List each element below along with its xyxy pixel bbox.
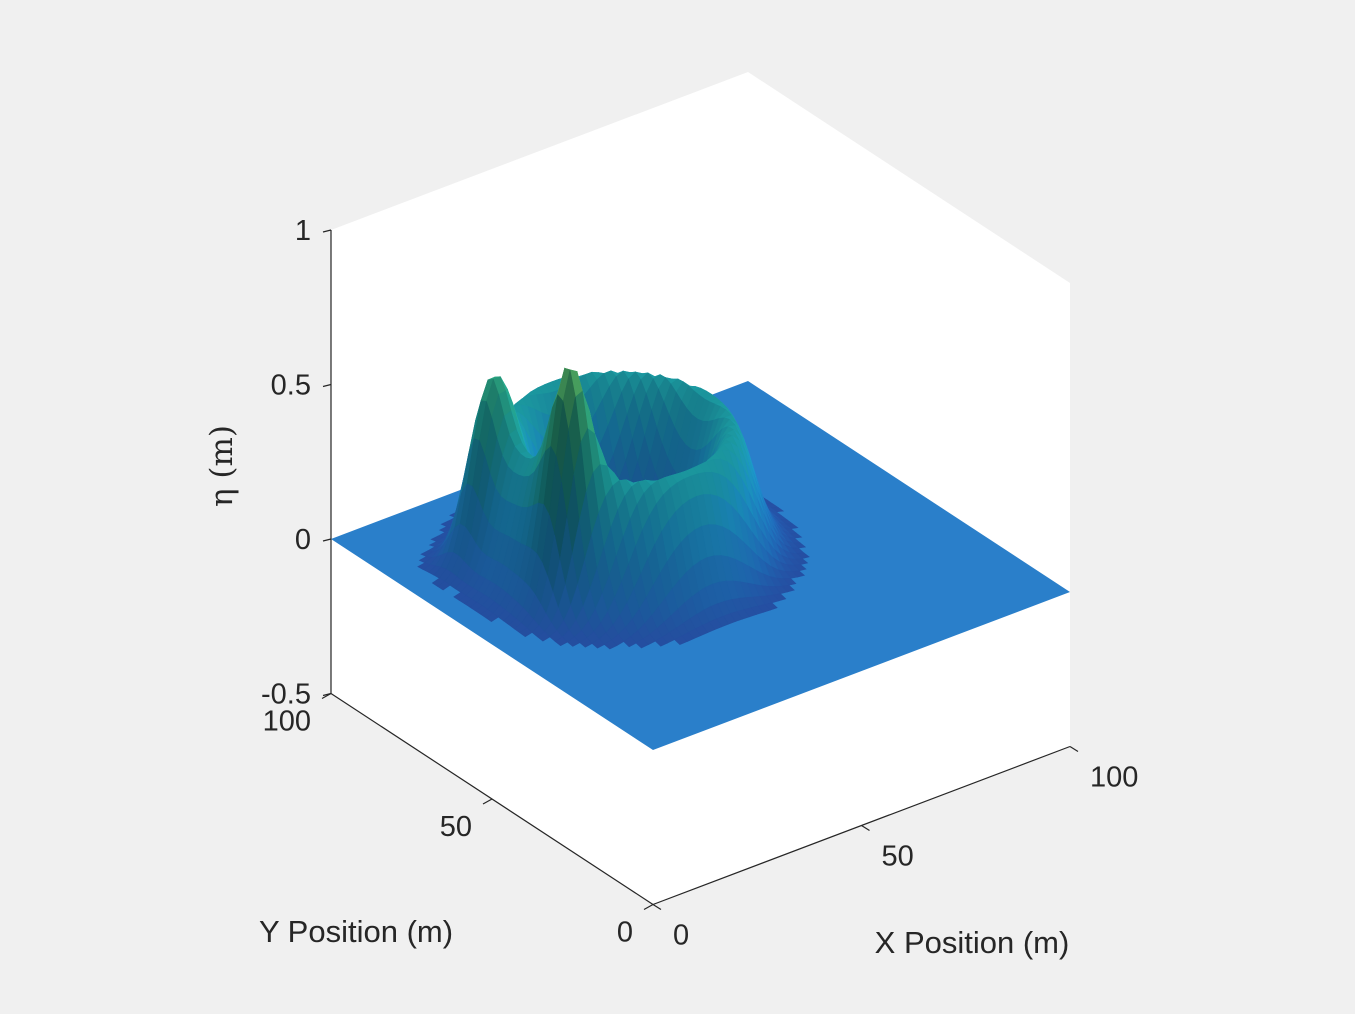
x-tick-label: 0 [673, 920, 689, 952]
z-tick-label: 0.5 [271, 370, 311, 402]
x-axis-title: X Position (m) [875, 925, 1070, 960]
z-tick-label: 1 [295, 215, 311, 247]
surface-cell [673, 635, 688, 645]
surface-cell [567, 636, 581, 647]
y-tick-label: 100 [263, 706, 311, 738]
axis-ticks: -0.5 0 0.5 1 0 50 100 0 50 100 [261, 215, 1138, 952]
y-tick-mark [482, 798, 493, 805]
surface-cell [654, 636, 669, 647]
surface-cell [537, 631, 551, 642]
surface-cell [603, 639, 618, 650]
x-tick-label: 100 [1090, 762, 1138, 794]
y-axis-title: Y Position (m) [259, 914, 453, 949]
y-tick-mark [643, 903, 654, 911]
surface-mesh [331, 367, 1070, 750]
surface-cell [635, 638, 649, 649]
z-tick-label: -0.5 [261, 679, 311, 711]
z-axis-title: η (m) [204, 425, 240, 507]
surface-cell [554, 636, 569, 647]
y-tick-mark [321, 692, 332, 700]
surface-cell [591, 638, 605, 649]
z-tick-label: 0 [295, 524, 311, 556]
surface-cell [623, 636, 637, 648]
surface-cell [437, 581, 451, 591]
y-tick-label: 0 [617, 917, 633, 949]
y-tick-label: 50 [440, 811, 472, 843]
surface-cell [579, 637, 593, 648]
surface-cell [519, 627, 533, 638]
x-tick-mark [652, 903, 662, 911]
x-tick-mark [1069, 745, 1079, 753]
surface-cell [485, 612, 499, 622]
x-tick-label: 50 [882, 841, 914, 873]
z-tick-mark [322, 229, 332, 233]
z-tick-mark [322, 538, 332, 542]
x-tick-mark [861, 824, 870, 832]
z-tick-mark [322, 383, 332, 388]
axis-labels: X Position (m) Y Position (m) η (m) [204, 425, 1069, 960]
